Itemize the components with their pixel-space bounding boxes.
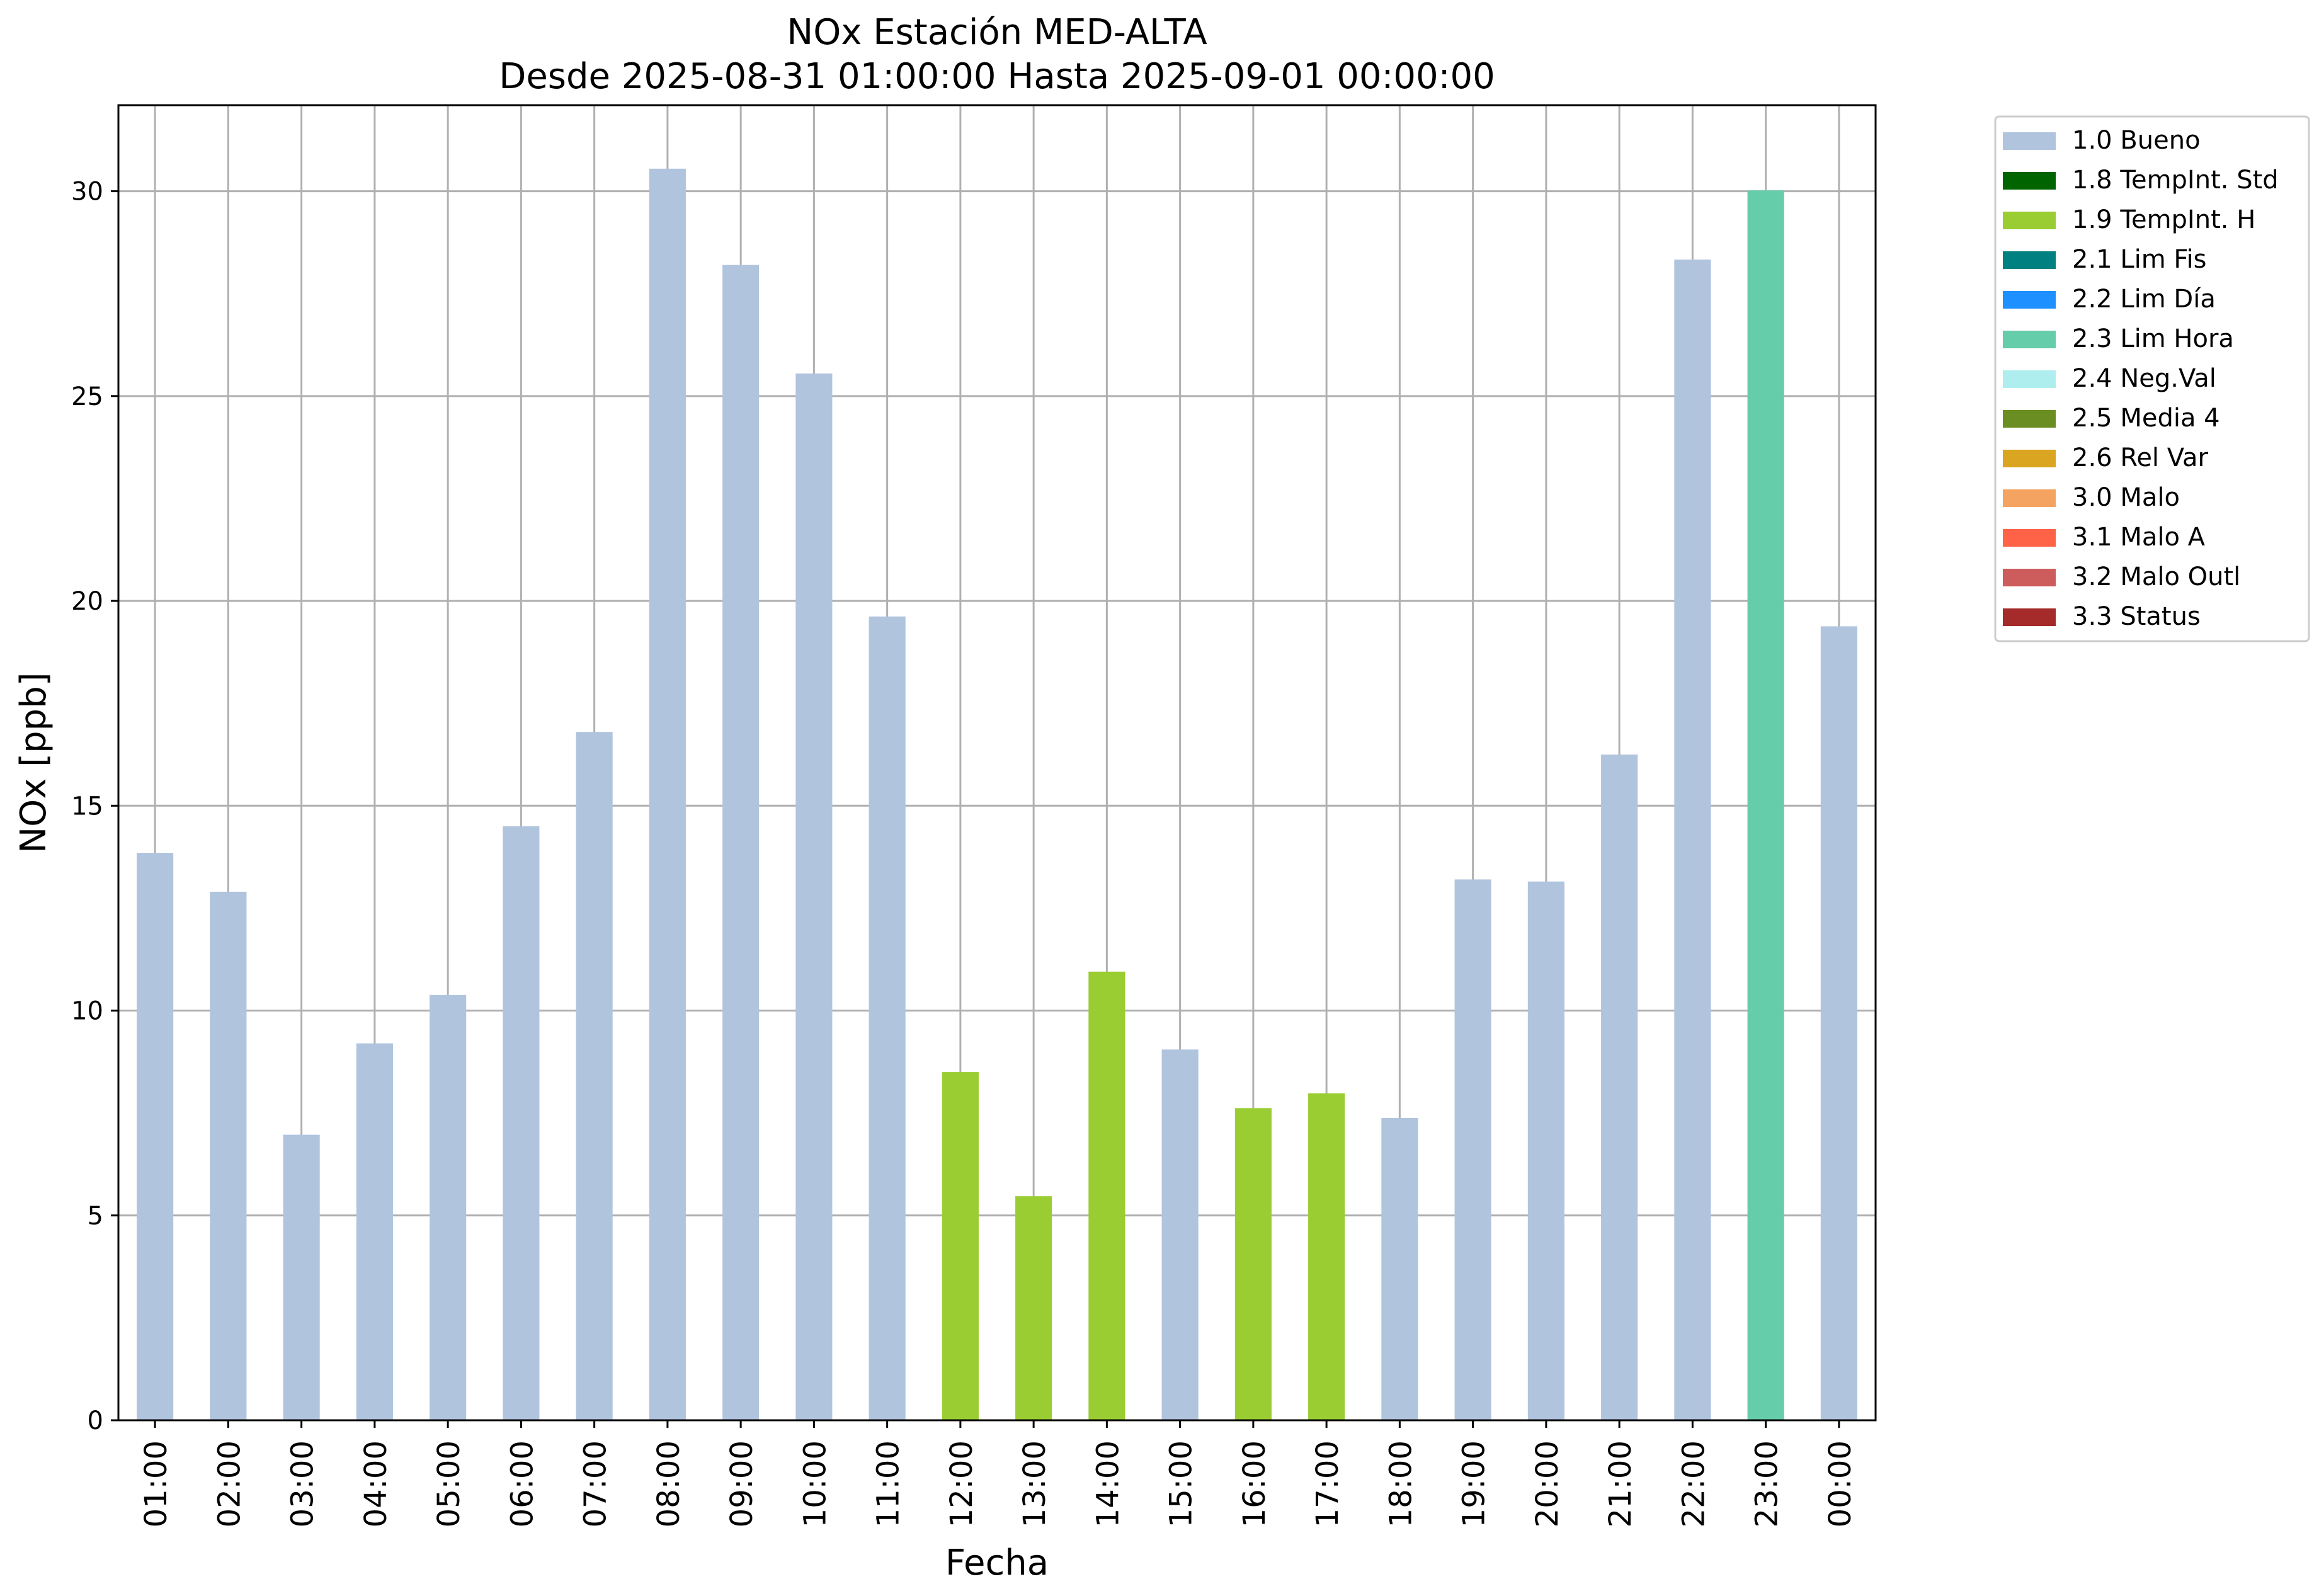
x-tick-label: 16:00 [1237, 1440, 1272, 1527]
chart-subtitle: Desde 2025-08-31 01:00:00 Hasta 2025-09-… [499, 56, 1495, 97]
x-tick-label: 21:00 [1603, 1440, 1638, 1527]
legend-label: 2.6 Rel Var [2072, 443, 2209, 472]
y-axis-label: NOx [ppb] [13, 672, 54, 853]
legend-swatch [2003, 529, 2056, 547]
legend-swatch [2003, 608, 2056, 626]
x-axis: 01:00 02:00 03:00 04:00 05:00 06:00 07:00 08:00… [139, 1420, 1858, 1527]
x-tick-label: 12:00 [944, 1440, 979, 1527]
x-tick-label: 19:00 [1457, 1440, 1492, 1527]
y-tick-label: 20 [71, 587, 103, 616]
legend-label: 2.2 Lim Día [2072, 285, 2216, 314]
bar [1674, 259, 1711, 1420]
x-axis-label: Fecha [945, 1542, 1049, 1583]
y-axis: 0 5 10 15 20 25 30 [71, 178, 118, 1435]
legend-label: 3.0 Malo [2072, 483, 2180, 512]
bar [356, 1043, 393, 1420]
x-tick-label: 07:00 [578, 1440, 613, 1527]
bar [1747, 190, 1784, 1420]
x-tick-label: 09:00 [724, 1440, 760, 1527]
bar [942, 1072, 979, 1420]
legend-label: 1.9 TempInt. H [2072, 205, 2255, 234]
plot-frame [117, 104, 1877, 1422]
legend-label: 2.5 Media 4 [2072, 404, 2220, 433]
bar [1161, 1049, 1199, 1420]
x-tick-label: 02:00 [212, 1440, 247, 1527]
y-tick-label: 25 [71, 382, 103, 411]
x-tick-label: 03:00 [285, 1440, 321, 1527]
bar [1601, 754, 1638, 1420]
bar [869, 616, 906, 1420]
y-tick-label: 5 [88, 1202, 103, 1231]
x-tick-label: 01:00 [139, 1440, 174, 1527]
x-tick-label: 14:00 [1090, 1440, 1125, 1527]
bar [1454, 879, 1491, 1420]
legend-label: 2.1 Lim Fis [2072, 245, 2206, 274]
legend: 1.0 Bueno 1.8 TempInt. Std 1.9 TempInt. H 2… [1994, 115, 2310, 642]
x-tick-label: 04:00 [358, 1440, 394, 1527]
legend-label: 2.3 Lim Hora [2072, 324, 2234, 353]
bar [649, 168, 686, 1421]
bar [1234, 1108, 1272, 1420]
x-tick-label: 23:00 [1750, 1440, 1785, 1527]
x-tick-label: 06:00 [504, 1440, 540, 1527]
legend-swatch [2003, 410, 2056, 428]
legend-swatch [2003, 370, 2056, 388]
bar [1381, 1117, 1418, 1420]
legend-swatch [2003, 331, 2056, 348]
legend-label: 1.0 Bueno [2072, 126, 2201, 155]
x-tick-label: 11:00 [871, 1440, 906, 1527]
x-tick-label: 08:00 [651, 1440, 687, 1527]
bar [137, 853, 174, 1420]
legend-label: 3.1 Malo A [2072, 523, 2206, 552]
legend-label: 3.2 Malo Outl [2072, 562, 2240, 591]
bar [1820, 626, 1857, 1420]
bar [283, 1134, 320, 1420]
x-tick-label: 05:00 [431, 1440, 467, 1527]
y-tick-label: 10 [71, 997, 103, 1026]
bar [1088, 971, 1125, 1420]
bar [503, 826, 540, 1420]
bar [1015, 1196, 1052, 1420]
legend-label: 1.8 TempInt. Std [2072, 166, 2279, 195]
chart-title: NOx Estación MED-ALTA [787, 12, 1207, 53]
x-tick-label: 15:00 [1164, 1440, 1199, 1527]
legend-swatch [2003, 291, 2056, 309]
y-tick-label: 15 [71, 792, 103, 821]
bars [137, 168, 1857, 1421]
legend-swatch [2003, 569, 2056, 586]
legend-label: 3.3 Status [2072, 602, 2201, 631]
bar [1527, 881, 1564, 1420]
legend-swatch [2003, 172, 2056, 190]
bar [576, 732, 613, 1420]
legend-swatch [2003, 450, 2056, 467]
legend-swatch [2003, 212, 2056, 229]
x-tick-label: 18:00 [1383, 1440, 1418, 1527]
legend-label: 2.4 Neg.Val [2072, 364, 2216, 393]
x-tick-label: 10:00 [797, 1440, 833, 1527]
y-tick-label: 30 [71, 178, 103, 207]
bar [722, 265, 760, 1420]
legend-swatch [2003, 132, 2056, 150]
bar [1308, 1093, 1345, 1420]
legend-swatch [2003, 251, 2056, 269]
legend-box [1994, 115, 2310, 642]
x-tick-label: 22:00 [1676, 1440, 1711, 1527]
x-tick-label: 17:00 [1310, 1440, 1345, 1527]
bar [430, 995, 467, 1420]
bar [210, 891, 247, 1420]
x-tick-label: 20:00 [1530, 1440, 1565, 1527]
bar [795, 373, 833, 1420]
x-tick-label: 13:00 [1017, 1440, 1052, 1527]
legend-swatch [2003, 489, 2056, 507]
x-tick-label: 00:00 [1823, 1440, 1858, 1527]
y-tick-label: 0 [88, 1406, 103, 1435]
